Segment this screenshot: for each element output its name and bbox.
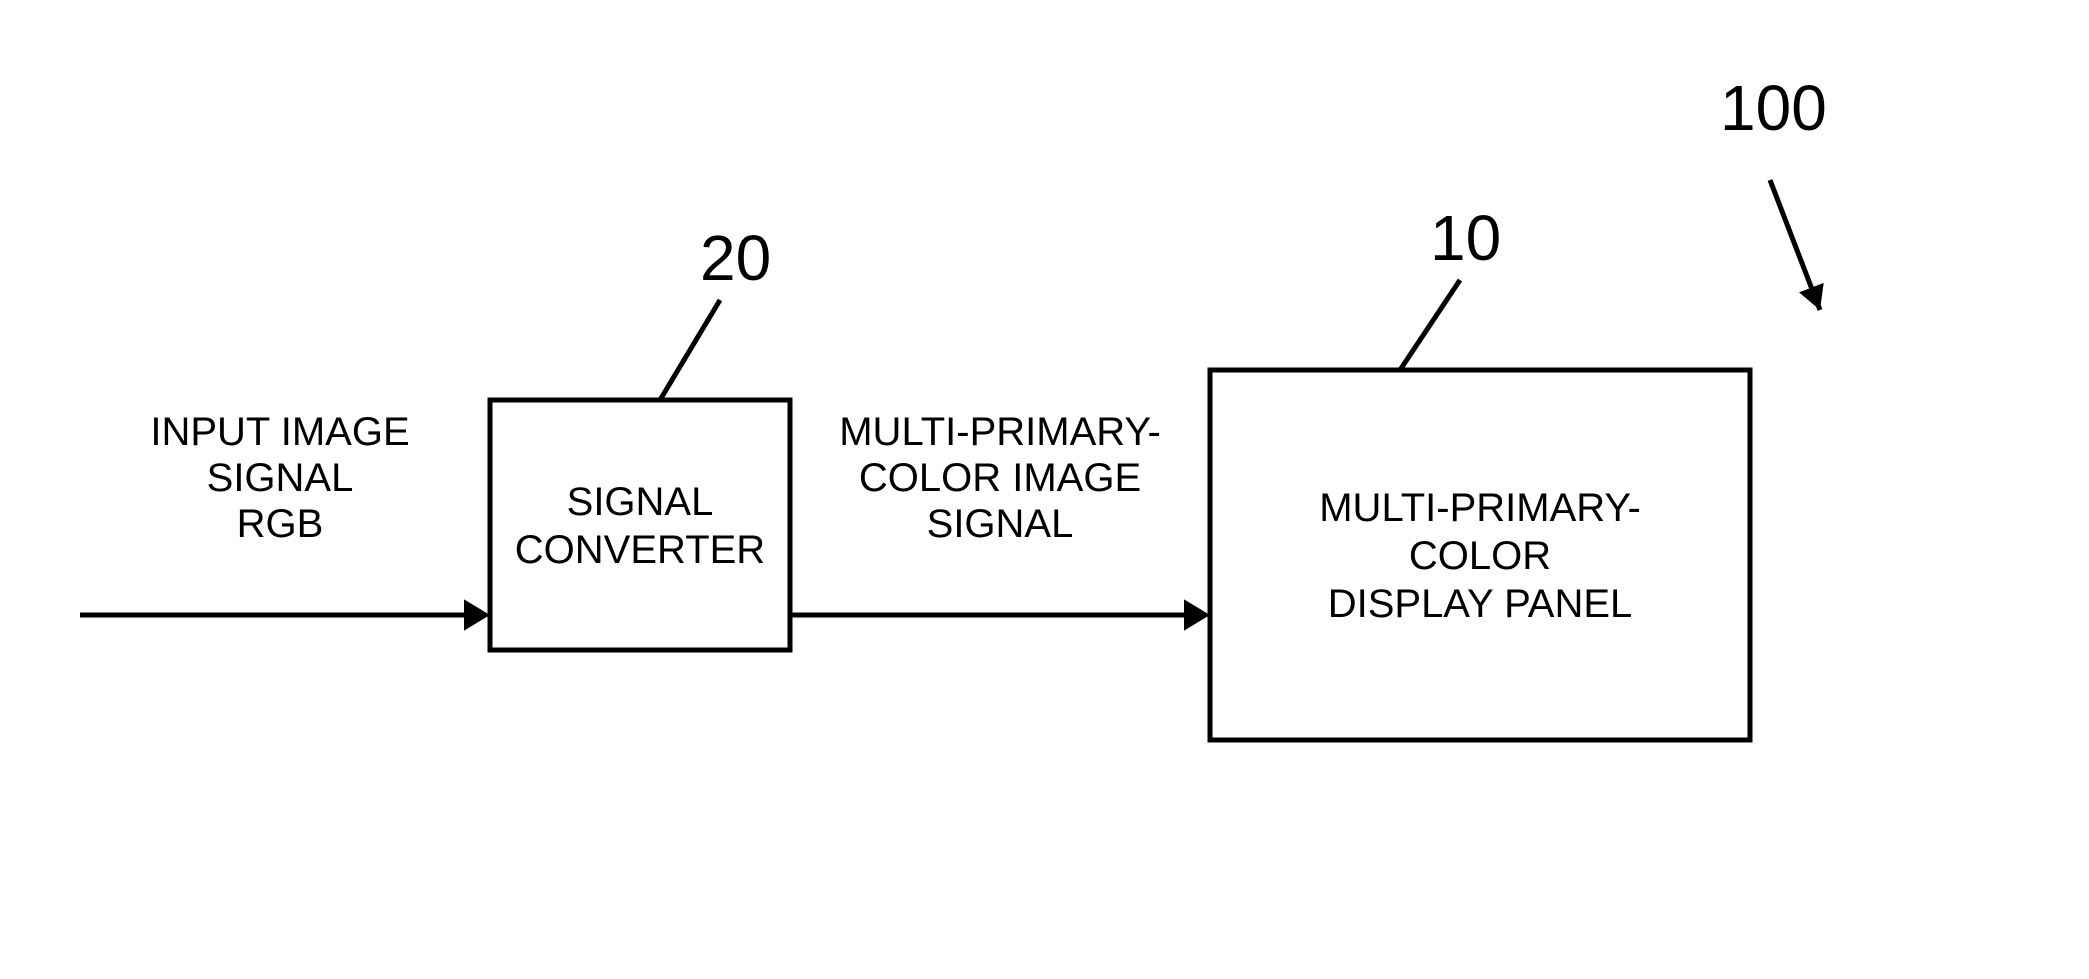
svg-text:INPUT IMAGE: INPUT IMAGE bbox=[150, 410, 409, 454]
svg-text:COLOR: COLOR bbox=[1409, 534, 1551, 578]
svg-text:SIGNAL: SIGNAL bbox=[567, 480, 714, 524]
svg-text:100: 100 bbox=[1720, 72, 1827, 144]
svg-text:SIGNAL: SIGNAL bbox=[207, 456, 354, 500]
svg-text:DISPLAY PANEL: DISPLAY PANEL bbox=[1328, 582, 1633, 626]
svg-text:RGB: RGB bbox=[237, 502, 324, 546]
svg-text:10: 10 bbox=[1430, 202, 1501, 274]
svg-text:COLOR IMAGE: COLOR IMAGE bbox=[859, 456, 1141, 500]
svg-text:MULTI-PRIMARY-: MULTI-PRIMARY- bbox=[839, 410, 1161, 454]
svg-text:20: 20 bbox=[700, 222, 771, 294]
svg-text:SIGNAL: SIGNAL bbox=[927, 502, 1074, 546]
svg-text:CONVERTER: CONVERTER bbox=[515, 528, 765, 572]
svg-text:MULTI-PRIMARY-: MULTI-PRIMARY- bbox=[1319, 486, 1641, 530]
